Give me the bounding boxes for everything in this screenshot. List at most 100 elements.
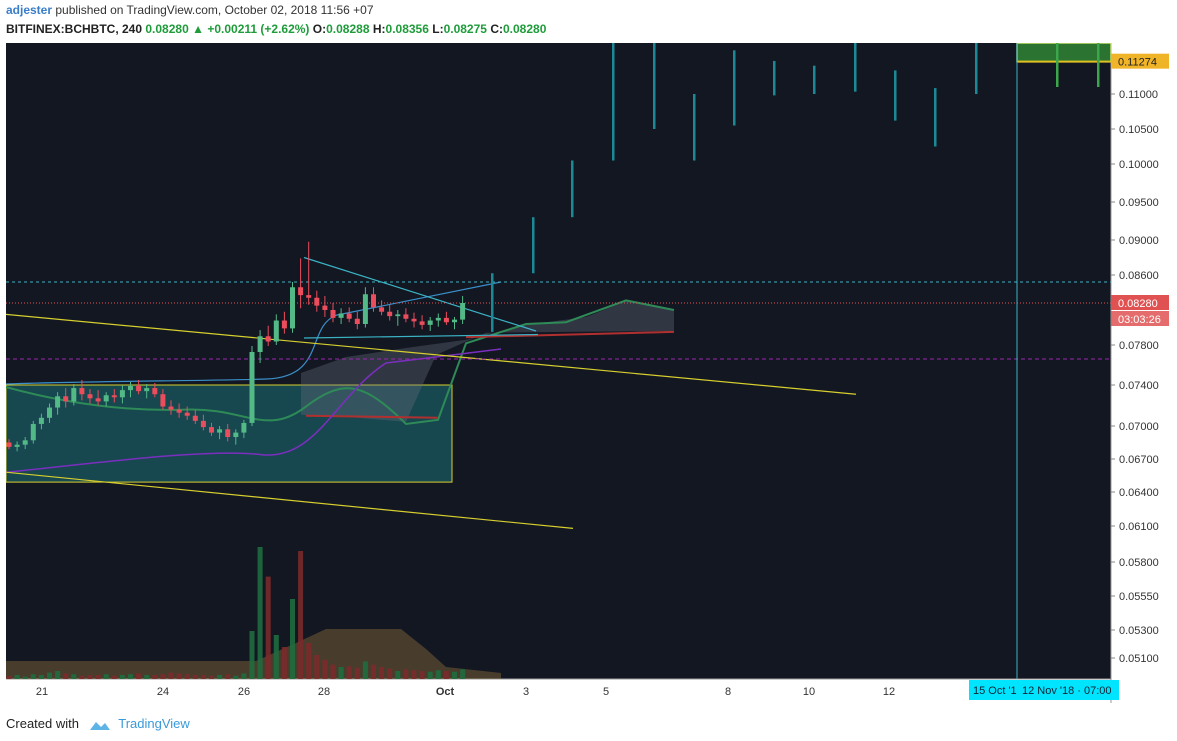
tradingview-brand[interactable]: TradingView	[118, 716, 190, 731]
candle-body	[87, 394, 93, 399]
volume-bar	[452, 671, 457, 679]
time-tick-label: 5	[603, 686, 609, 698]
countdown-tag	[1111, 311, 1169, 326]
projection-bar	[693, 94, 696, 161]
volume-bar	[435, 670, 441, 679]
last-price: 0.08280	[145, 22, 189, 36]
chart-container[interactable]: 0.115000.110000.105000.100000.095000.090…	[5, 1, 1171, 703]
candle	[249, 346, 255, 426]
volume-bar	[306, 643, 312, 679]
candle	[71, 384, 77, 406]
volume-bar	[209, 675, 214, 679]
candle	[217, 426, 223, 440]
volume-bar	[354, 667, 360, 679]
candle-body	[95, 398, 101, 402]
candle-body	[38, 417, 44, 424]
time-tick-label: 12	[883, 686, 895, 698]
candle-body	[6, 442, 12, 447]
projection-bar	[813, 65, 816, 94]
time-tick-label: 26	[238, 686, 250, 698]
candle-body	[379, 307, 385, 312]
time-tag-right-text: 12 Nov '18 · 07:00	[1022, 685, 1112, 697]
candle	[452, 317, 457, 330]
volume-bar	[6, 675, 12, 679]
volume-bar	[217, 675, 223, 679]
candle	[298, 258, 304, 309]
projection-bar	[491, 273, 494, 332]
volume-bar	[22, 676, 28, 679]
candle	[443, 311, 449, 325]
candle-body	[419, 321, 425, 325]
volume-bar	[184, 674, 190, 679]
low-value: 0.08275	[443, 22, 487, 36]
price-tick-label: 0.09500	[1119, 197, 1159, 209]
candle-body	[128, 386, 133, 391]
volume-bar	[403, 669, 409, 679]
volume-bar	[249, 631, 255, 679]
candle	[257, 330, 263, 363]
candle-body	[22, 440, 28, 445]
time-tag-left	[969, 680, 1019, 700]
candle-body	[55, 396, 61, 408]
candle-body	[111, 395, 117, 398]
candle-body	[322, 305, 328, 310]
candle-body	[103, 395, 109, 402]
volume-bar	[346, 666, 352, 679]
candle	[103, 392, 109, 407]
volume-bar	[395, 671, 401, 679]
candle	[411, 312, 417, 328]
price-tick-label: 0.07000	[1119, 421, 1159, 433]
candle	[419, 315, 425, 330]
volume-bar	[419, 671, 425, 679]
chart-background	[6, 43, 1111, 679]
candle	[128, 382, 133, 398]
candle	[144, 384, 150, 399]
candle	[371, 287, 376, 312]
candle-body	[411, 318, 417, 322]
triangle-upper-line	[303, 256, 537, 332]
time-tick-label: Oct	[436, 686, 455, 698]
target-price-tag-text: 0.11274	[1118, 57, 1157, 69]
candle-body	[233, 432, 239, 437]
time-tick-label: 8	[725, 686, 731, 698]
tradingview-logo-icon	[89, 719, 111, 731]
candle-body	[63, 396, 69, 402]
close-value: 0.08280	[502, 22, 547, 36]
price-change: +0.00211 (+2.62%)	[207, 22, 310, 36]
candle	[87, 389, 93, 404]
candle	[38, 413, 44, 430]
candle-body	[47, 407, 52, 418]
time-tick-label: 10	[803, 686, 815, 698]
candle-body	[192, 415, 198, 421]
high-value: 0.08356	[385, 22, 429, 36]
candle-body	[403, 314, 409, 319]
candle	[395, 310, 401, 326]
price-chart[interactable]: 0.115000.110000.105000.100000.095000.090…	[5, 1, 1171, 703]
volume-bar	[79, 675, 85, 679]
candle-body	[338, 313, 344, 318]
price-tick-label: 0.08600	[1119, 270, 1159, 282]
close-label: C:	[490, 22, 503, 36]
candle	[362, 287, 368, 328]
published-text: published on TradingView.com, October 02…	[55, 3, 374, 17]
volume-bar	[411, 670, 417, 679]
candle	[22, 437, 28, 450]
volume-bar	[111, 675, 117, 679]
volume-bar	[338, 667, 344, 679]
candle-body	[152, 388, 158, 395]
published-line: adjester published on TradingView.com, O…	[6, 3, 374, 17]
candle	[281, 311, 287, 334]
candle	[79, 380, 85, 401]
price-tick-label: 0.05100	[1119, 653, 1159, 665]
bollinger-lower-band	[5, 348, 502, 473]
candle	[55, 392, 61, 415]
price-tick-label: 0.10000	[1119, 159, 1159, 171]
candle-body	[452, 319, 457, 323]
volume-bar	[192, 675, 198, 679]
author-link[interactable]: adjester	[6, 3, 53, 17]
candle-body	[443, 317, 449, 323]
candle-body	[168, 406, 174, 410]
price-tick-label: 0.07800	[1119, 340, 1159, 352]
created-with-text: Created with	[6, 716, 79, 731]
candle-body	[176, 409, 182, 413]
